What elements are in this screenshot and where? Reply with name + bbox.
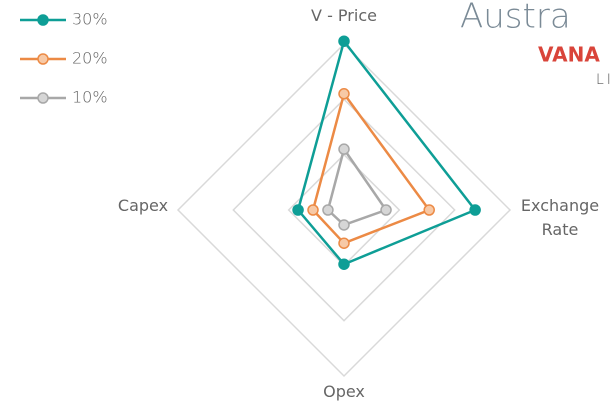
point (338, 35, 350, 47)
logo-text: LI (596, 72, 611, 88)
point (307, 204, 319, 216)
legend-label: 30% (72, 10, 108, 29)
point (380, 204, 392, 216)
point (423, 204, 435, 216)
axis-label: Opex (323, 382, 365, 401)
point (338, 219, 350, 231)
logo-text: Austra (460, 0, 571, 37)
legend-marker (37, 14, 49, 26)
axis-label: V - Price (311, 6, 377, 25)
point (338, 88, 350, 100)
point (469, 204, 481, 216)
legend-label: 20% (72, 49, 108, 68)
point (338, 237, 350, 249)
legend-marker (37, 92, 49, 104)
point (338, 143, 350, 155)
point (322, 204, 334, 216)
axis-label: Capex (117, 196, 169, 215)
grid-ring (176, 42, 512, 378)
legend-label: 10% (72, 88, 108, 107)
logo-text: VANA (538, 43, 600, 67)
legend-marker (37, 53, 49, 65)
axis-label: Exchange Rate (520, 196, 600, 239)
point (338, 258, 350, 270)
point (292, 204, 304, 216)
grid-ring (232, 98, 456, 322)
